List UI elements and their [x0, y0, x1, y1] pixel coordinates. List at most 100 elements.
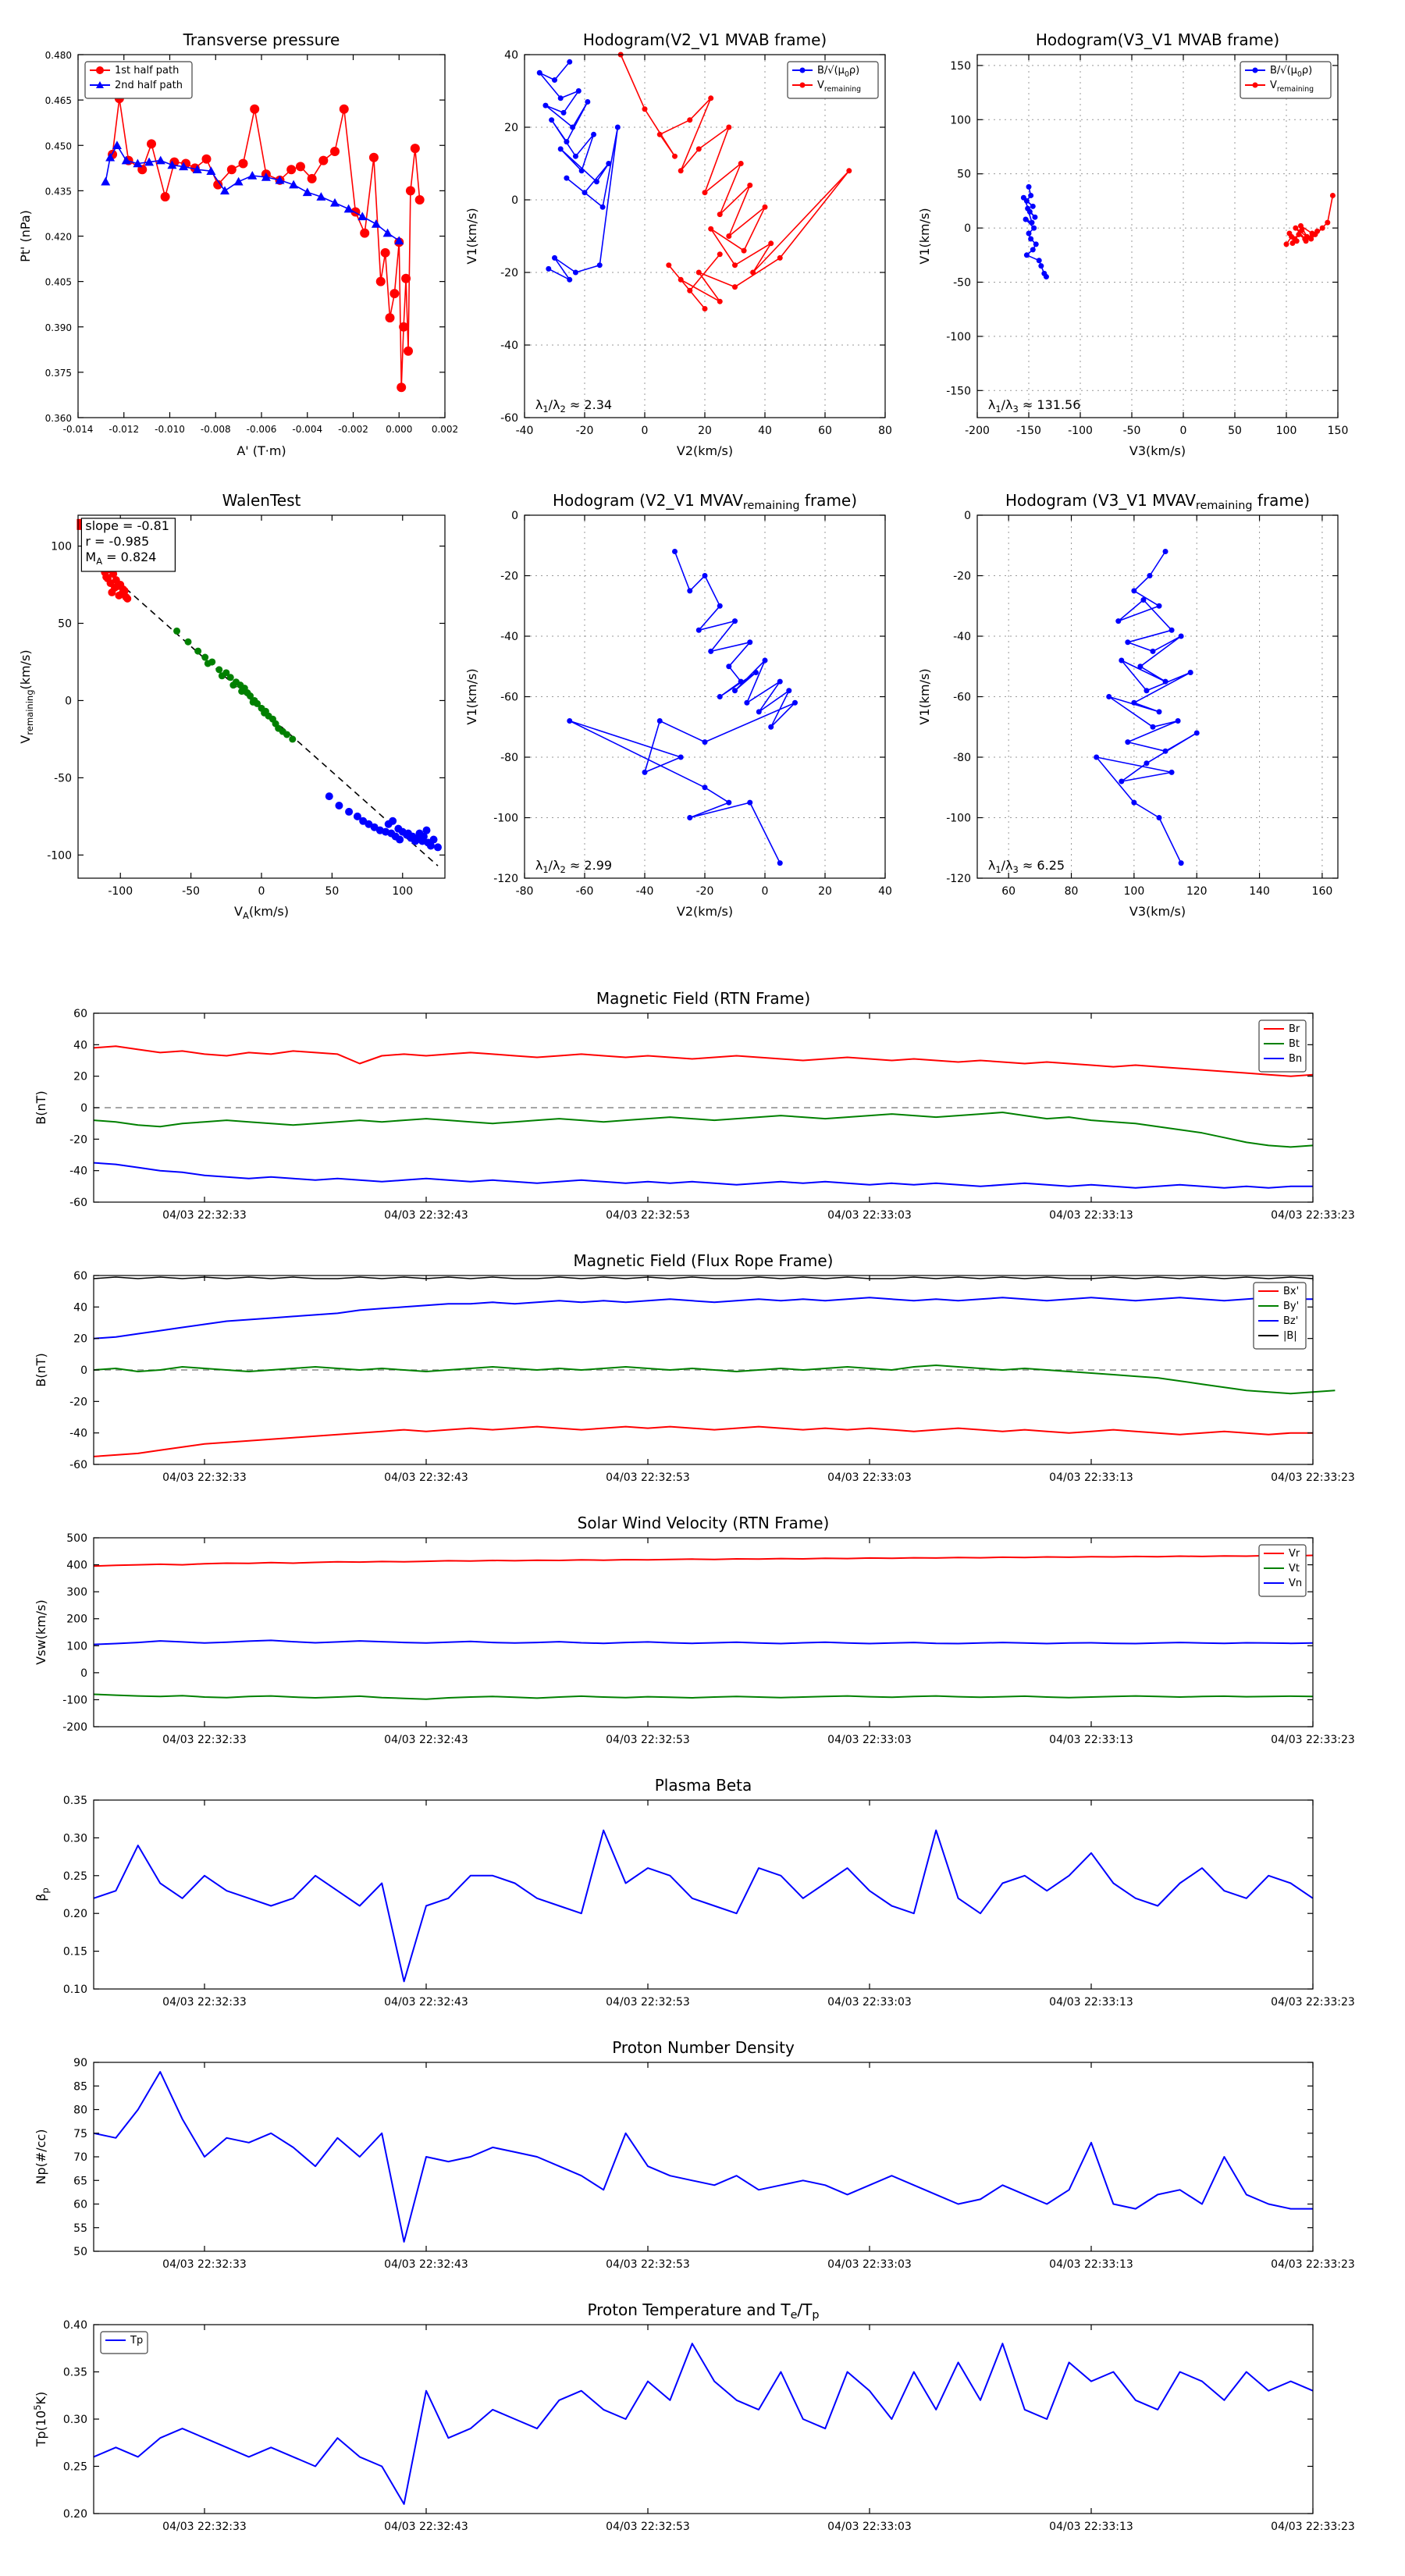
y-tick-label: 0 [80, 1667, 87, 1680]
legend-label: Vn [1289, 1578, 1302, 1589]
x-tick-label: 0 [642, 425, 649, 437]
series-group [93, 2343, 1314, 2505]
y-tick-label: -20 [69, 1133, 87, 1146]
legend-label: Vremaining [1270, 80, 1314, 94]
series-hodogram-trace [569, 551, 796, 863]
y-tick-label: 0.420 [45, 232, 72, 243]
x-axis-label: A' (T·m) [237, 443, 286, 458]
y-axis-label: Pt' (nPa) [18, 210, 33, 262]
x-tick-label: -40 [516, 425, 534, 437]
x-tick-label: 04/03 22:32:43 [384, 1996, 468, 2008]
x-tick-label: 40 [758, 425, 772, 437]
chart-title: Solar Wind Velocity (RTN Frame) [578, 1514, 830, 1532]
y-tick-label: -50 [54, 772, 72, 785]
y-tick-label: -80 [953, 752, 971, 764]
chart-proton-density: 04/03 22:32:33 04/03 22:32:43 04/03 22:32:… [34, 2038, 1355, 2271]
y-tick-label: 0.25 [63, 1870, 87, 1883]
ticks: 60 80 100 120 140 160 -120 -100 -80 -60 -40 -20 0 [946, 510, 1338, 898]
x-tick-label: 160 [1312, 885, 1333, 898]
x-tick-label: 04/03 22:33:13 [1049, 2521, 1133, 2533]
y-tick-label: 500 [66, 1532, 87, 1545]
series-|B| [93, 1276, 1314, 1279]
y-tick-label: 40 [73, 1301, 87, 1314]
x-tick-label: 50 [325, 885, 339, 898]
ticks: 04/03 22:32:33 04/03 22:32:43 04/03 22:32:… [63, 2319, 1355, 2533]
y-tick-label: 0.450 [45, 141, 72, 151]
axes-frame [93, 1537, 1314, 1727]
legend-label: Br [1289, 1023, 1300, 1035]
x-tick-label: 0 [762, 885, 769, 898]
y-tick-label: -40 [953, 631, 971, 643]
y-tick-label: -20 [500, 267, 518, 279]
x-tick-label: 0.000 [386, 424, 412, 435]
y-axis-label: V1(km/s) [917, 208, 932, 264]
y-tick-label: 0.465 [45, 95, 72, 106]
x-tick-label: 04/03 22:33:03 [827, 1209, 912, 1222]
legend-label: Tp [130, 2335, 143, 2347]
legend: B/√(μ0ρ)Vremaining [787, 61, 879, 99]
chart-title: Transverse pressure [183, 30, 340, 49]
chart-title: Magnetic Field (RTN Frame) [596, 989, 810, 1008]
ticks: -0.014 -0.012 -0.010 -0.008 -0.006 -0.004 -0.0… [45, 50, 459, 435]
chart-title: Hodogram (V2_V1 MVAVremaining frame) [553, 491, 857, 512]
series-group [536, 52, 852, 311]
series-group [93, 2071, 1313, 2243]
y-tick-label: 65 [73, 2175, 87, 2187]
y-tick-label: -200 [62, 1721, 87, 1734]
chart-hodogram-v2v1-mvav: -80 -60 -40 -20 0 20 40 -120 -100 -80 -60 -40 -20 0 Ho… [464, 491, 892, 919]
x-tick-label: -50 [1123, 425, 1141, 437]
x-tick-label: 04/03 22:32:33 [162, 1996, 247, 2008]
y-tick-label: 100 [51, 541, 72, 553]
y-tick-label: -40 [500, 340, 518, 352]
series-group [1020, 183, 1336, 280]
y-tick-label: -100 [946, 813, 971, 825]
ticks: 04/03 22:32:33 04/03 22:32:43 04/03 22:32:… [69, 1008, 1355, 1222]
y-axis-label: V1(km/s) [464, 668, 479, 724]
series-group [93, 1276, 1336, 1457]
chart-proton-temp: 04/03 22:32:33 04/03 22:32:43 04/03 22:32:… [32, 2300, 1355, 2533]
y-tick-label: 0.405 [45, 277, 72, 288]
x-tick-label: 0.002 [432, 424, 458, 435]
series-beta [93, 1829, 1314, 1983]
legend-label: |B| [1283, 1330, 1297, 1342]
legend-label: Bz' [1283, 1315, 1298, 1327]
legend-label: B/√(μ0ρ) [817, 65, 859, 79]
legend-label: Vremaining [817, 80, 861, 94]
series-Vt [93, 1693, 1314, 1700]
y-tick-label: 50 [957, 169, 971, 181]
x-tick-label: 04/03 22:33:23 [1271, 1209, 1355, 1222]
x-tick-label: 04/03 22:32:53 [606, 1209, 690, 1222]
y-tick-label: 0.15 [63, 1946, 87, 1959]
svg-text:λ1/λ2 ≈ 2.34: λ1/λ2 ≈ 2.34 [535, 397, 612, 415]
y-tick-label: -60 [69, 1459, 87, 1471]
y-axis-label: B(nT) [34, 1353, 48, 1386]
y-tick-label: -50 [953, 276, 971, 289]
x-tick-label: -20 [696, 885, 714, 898]
y-tick-label: 0.360 [45, 413, 72, 424]
y-tick-label: 60 [73, 2199, 87, 2211]
series-np [93, 2071, 1313, 2243]
legend: Br Bt Bn [1258, 1019, 1307, 1073]
series-group [101, 94, 425, 393]
x-tick-label: 100 [1124, 885, 1145, 898]
y-tick-label: 85 [73, 2080, 87, 2093]
series-group [93, 1829, 1314, 1983]
x-tick-label: 04/03 22:32:33 [162, 2258, 247, 2271]
x-tick-label: 04/03 22:32:43 [384, 1209, 468, 1222]
y-tick-label: -150 [946, 385, 971, 397]
chart-title: Hodogram(V3_V1 MVAB frame) [1036, 30, 1279, 49]
y-tick-label: 20 [504, 122, 518, 134]
y-tick-label: 0.20 [63, 1908, 87, 1920]
ticks: 04/03 22:32:33 04/03 22:32:43 04/03 22:32:… [73, 2057, 1355, 2271]
y-tick-label: 20 [73, 1071, 87, 1083]
x-tick-label: -40 [636, 885, 654, 898]
y-tick-label: 0 [511, 194, 518, 207]
y-tick-label: -100 [493, 813, 518, 825]
chart-title: WalenTest [222, 491, 301, 510]
svg-text:r = -0.985: r = -0.985 [85, 534, 149, 549]
x-tick-label: -0.008 [201, 424, 231, 435]
x-tick-label: 04/03 22:32:33 [162, 1471, 247, 1484]
